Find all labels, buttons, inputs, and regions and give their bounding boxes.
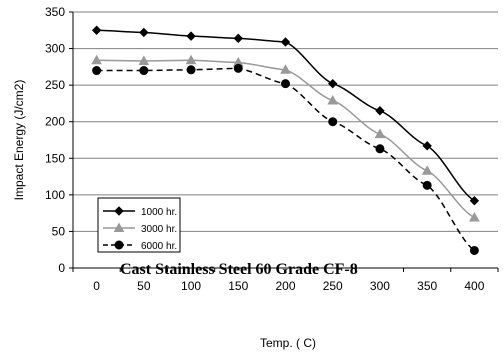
legend-marker-1	[114, 206, 124, 216]
data-point-s2-50	[138, 55, 150, 66]
data-point-s3-400	[469, 245, 479, 255]
data-point-s2-400	[469, 212, 480, 222]
x-tick-label-150: 150	[228, 279, 248, 293]
data-point-s1-0	[91, 25, 102, 35]
legend-label-1: 1000 hr.	[141, 207, 177, 218]
data-point-s2-250	[327, 94, 339, 105]
y-axis-title: Impact Energy (J/cm2)	[12, 80, 26, 201]
y-tick-label-50: 50	[52, 224, 66, 238]
y-tick-label-150: 150	[45, 151, 65, 165]
data-point-s2-350	[421, 165, 433, 175]
y-tick-label-200: 200	[45, 115, 65, 129]
data-point-s2-200	[280, 64, 291, 74]
legend-label-2: 3000 hr.	[141, 224, 177, 235]
data-point-s1-150	[233, 33, 243, 44]
data-point-s1-400	[469, 196, 480, 206]
x-axis-title: Temp. ( C)	[260, 336, 316, 350]
data-point-s1-100	[186, 31, 196, 41]
x-tick-label-350: 350	[417, 279, 437, 293]
series-line-1	[96, 29, 475, 202]
y-tick-label-250: 250	[45, 78, 65, 92]
data-point-s1-250	[328, 78, 338, 89]
x-tick-label-100: 100	[181, 279, 201, 293]
data-point-s3-200	[281, 79, 290, 89]
x-tick-label-400: 400	[464, 279, 484, 293]
y-tick-label-100: 100	[45, 188, 65, 202]
data-point-s3-300	[375, 144, 385, 154]
data-point-s1-50	[139, 27, 149, 38]
data-point-s1-350	[422, 141, 432, 151]
data-point-s3-100	[186, 65, 196, 75]
data-point-s3-350	[422, 180, 432, 190]
data-point-s2-300	[374, 128, 386, 139]
y-tick-label-0: 0	[58, 261, 65, 275]
data-point-s3-150	[233, 63, 243, 73]
data-point-s3-0	[92, 66, 102, 76]
legend-marker-3	[114, 240, 124, 250]
data-point-s3-250	[328, 117, 338, 127]
data-point-s2-100	[185, 54, 197, 65]
x-tick-label-300: 300	[370, 279, 390, 293]
x-tick-label-250: 250	[323, 279, 343, 293]
y-tick-label-300: 300	[45, 42, 65, 56]
data-point-s3-50	[139, 66, 149, 76]
axes: 0 50 100 150 200 250 300 350 0 50 100 150 200 250 300 3…	[45, 5, 499, 293]
series-lines	[91, 25, 480, 255]
legend-marker-2	[113, 222, 125, 232]
x-tick-label-0: 0	[93, 279, 100, 293]
x-tick-label-200: 200	[275, 279, 295, 293]
data-point-s1-300	[375, 106, 385, 116]
data-point-s2-0	[91, 54, 102, 65]
legend: 1000 hr. 3000 hr. 6000 hr.	[97, 197, 181, 253]
legend-label-3: 6000 hr.	[141, 241, 177, 252]
y-tick-label-350: 350	[45, 5, 65, 19]
legend-box	[97, 197, 181, 253]
data-point-s1-200	[280, 37, 291, 47]
chart-annotation: Cast Stainless Steel 60 Grade CF-8	[120, 261, 358, 278]
x-tick-label-50: 50	[137, 279, 151, 293]
